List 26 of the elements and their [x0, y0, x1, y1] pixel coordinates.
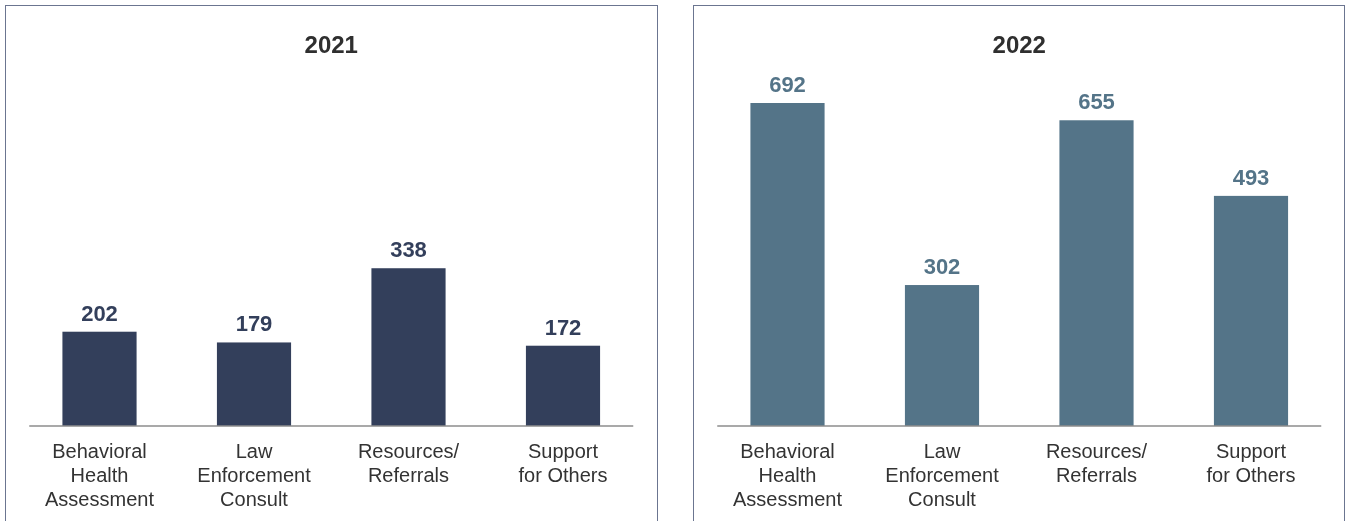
- data-label: 338: [390, 237, 427, 263]
- bar: [62, 331, 137, 426]
- x-tick-label: Support for Others: [518, 440, 608, 486]
- x-tick-label: Law Enforcement Consult: [884, 440, 999, 510]
- bar: [1213, 195, 1288, 426]
- x-tick-label: Support for Others: [1206, 440, 1295, 486]
- data-label: 302: [923, 254, 960, 280]
- bar: [371, 268, 446, 426]
- data-label: 493: [1232, 164, 1269, 190]
- x-tick-label: Law Enforcement Consult: [197, 440, 312, 510]
- x-tick-label: Resources/ Referrals: [1045, 440, 1148, 486]
- data-label: 655: [1077, 89, 1115, 115]
- data-label: 179: [235, 311, 273, 337]
- data-label: 172: [544, 314, 582, 340]
- x-tick-label: Resources/ Referrals: [357, 440, 460, 486]
- bar: [904, 285, 979, 426]
- bar: [749, 103, 825, 426]
- data-label: 692: [768, 72, 806, 97]
- bar: [1058, 120, 1134, 426]
- data-label: 202: [81, 300, 118, 326]
- bar: [525, 345, 601, 426]
- chart-title: 2022: [992, 31, 1046, 58]
- x-tick-label: Behavioral Health Assessment: [732, 440, 842, 510]
- chart-title: 2021: [304, 31, 358, 58]
- bar: [216, 342, 292, 426]
- x-tick-label: Behavioral Health Assessment: [45, 440, 155, 510]
